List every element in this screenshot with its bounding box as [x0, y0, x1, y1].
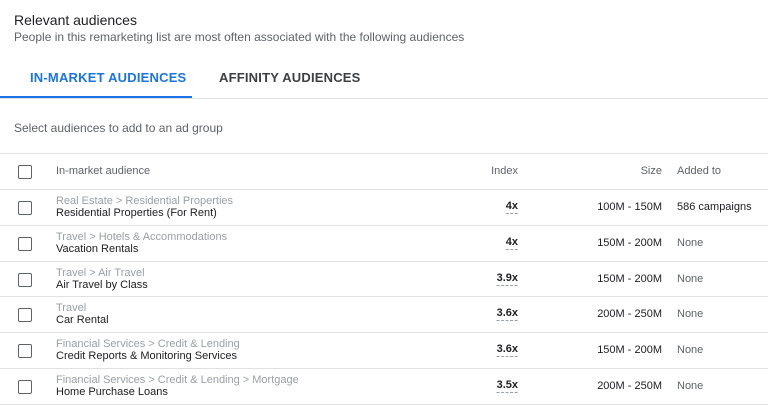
- divider: [0, 368, 768, 369]
- added-to: None: [677, 236, 704, 249]
- row-checkbox[interactable]: [18, 236, 32, 251]
- row-checkbox[interactable]: [18, 201, 32, 215]
- index-value[interactable]: 3.9x: [496, 271, 518, 286]
- row-checkbox[interactable]: [18, 344, 32, 359]
- row-checkbox[interactable]: [18, 272, 32, 287]
- audience-name: Home Purchase Loans: [56, 386, 168, 398]
- audience-name: Residential Properties (For Rent): [56, 207, 217, 219]
- added-to: None: [677, 272, 704, 285]
- divider: [0, 261, 768, 262]
- category-path: Financial Services > Credit & Lending > …: [56, 374, 299, 386]
- hint: Select audiences to add to an ad group: [14, 121, 223, 135]
- category-path: Financial Services > Credit & Lending: [56, 338, 240, 351]
- divider: [0, 189, 768, 190]
- audience-name: Car Rental: [56, 314, 109, 327]
- divider: [0, 332, 768, 333]
- divider: [0, 153, 768, 154]
- audience-name: Air Travel by Class: [56, 278, 148, 291]
- column-header[interactable]: Index: [491, 165, 518, 177]
- size-value: 200M - 250M: [597, 308, 662, 321]
- index-value[interactable]: 3.5x: [496, 379, 518, 393]
- tab[interactable]: AFFINITY AUDIENCES: [219, 70, 361, 85]
- column-header: In-market audience: [56, 165, 151, 177]
- index-value[interactable]: 4x: [505, 200, 518, 214]
- column-header[interactable]: Added to: [677, 165, 722, 177]
- column-header[interactable]: Size: [640, 165, 662, 177]
- subtitle: People in this remarketing list are most…: [14, 30, 465, 44]
- category-path: Real Estate > Residential Properties: [56, 195, 234, 207]
- divider: [0, 404, 768, 405]
- index-value[interactable]: 3.6x: [496, 343, 518, 358]
- select-all-checkbox[interactable]: [18, 165, 32, 179]
- added-to: 586 campaigns: [677, 201, 752, 213]
- audience-name: Credit Reports & Monitoring Services: [56, 350, 237, 363]
- size-value: 150M - 200M: [597, 236, 662, 249]
- size-value: 150M - 200M: [597, 272, 662, 285]
- added-to: None: [677, 308, 704, 321]
- title: Relevant audiences: [14, 12, 137, 28]
- index-value[interactable]: 4x: [505, 235, 518, 250]
- index-value[interactable]: 3.6x: [496, 307, 518, 322]
- divider: [0, 296, 768, 297]
- added-to: None: [677, 380, 704, 392]
- divider: [0, 98, 768, 99]
- category-path: Travel > Air Travel: [56, 266, 145, 279]
- tab[interactable]: IN-MARKET AUDIENCES: [30, 70, 187, 85]
- row-checkbox[interactable]: [18, 308, 32, 323]
- added-to: None: [677, 344, 704, 357]
- divider: [0, 225, 768, 226]
- size-value: 100M - 150M: [597, 201, 662, 213]
- row-checkbox[interactable]: [18, 380, 32, 394]
- category-path: Travel: [56, 302, 87, 315]
- size-value: 150M - 200M: [597, 344, 662, 357]
- tab-indicator: [0, 96, 192, 98]
- audience-name: Vacation Rentals: [56, 242, 139, 255]
- size-value: 200M - 250M: [597, 380, 662, 392]
- category-path: Travel > Hotels & Accommodations: [56, 230, 228, 243]
